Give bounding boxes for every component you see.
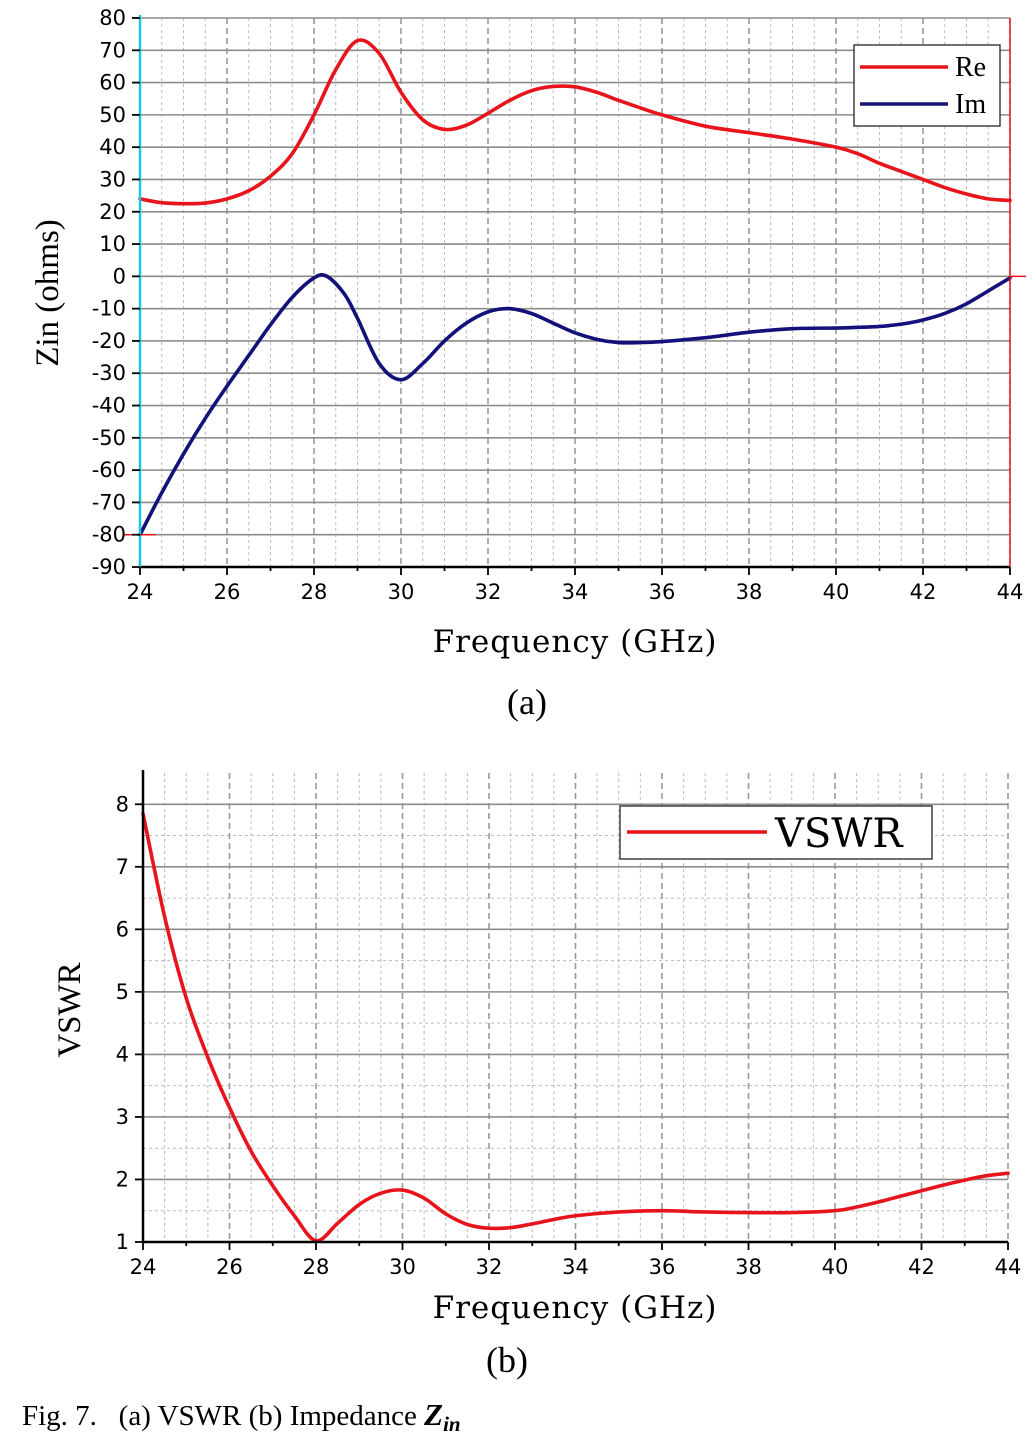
- caption-prefix: Fig. 7. (a) VSWR (b) Impedance: [22, 1400, 424, 1432]
- chart-b-series-lines: [141, 811, 1010, 1243]
- chart-a-panel-label: (a): [507, 682, 547, 722]
- y-tick-label: 8: [116, 792, 129, 816]
- x-tick-label: 44: [995, 1255, 1022, 1279]
- chart-a: 24 26 28 30 32 34 36 38 40 42 44 -90 -80 -70 -60 -50 -4…: [30, 6, 1026, 722]
- y-tick-label: -40: [92, 394, 126, 418]
- x-tick-label: 28: [303, 1255, 330, 1279]
- x-tick-label: 28: [301, 580, 328, 604]
- y-tick-label: 1: [116, 1230, 129, 1254]
- chart-a-axes: [124, 15, 1026, 575]
- y-tick-label: 2: [116, 1167, 129, 1191]
- x-tick-label: 38: [735, 1255, 762, 1279]
- chart-a-y-tick-labels: -90 -80 -70 -60 -50 -40 -30 -20 -10 0 10 20 30 40 50 60…: [92, 6, 126, 579]
- chart-a-x-axis-label: Frequency (GHz): [433, 624, 718, 660]
- x-tick-label: 40: [822, 1255, 849, 1279]
- y-tick-label: -20: [92, 329, 126, 353]
- caption-math: Z: [423, 1397, 443, 1432]
- y-tick-label: 4: [116, 1042, 129, 1066]
- x-tick-label: 32: [475, 580, 502, 604]
- y-tick-label: 40: [99, 135, 126, 159]
- y-tick-label: 50: [99, 103, 126, 127]
- x-tick-label: 42: [910, 580, 937, 604]
- legend-label-vswr: VSWR: [774, 811, 904, 857]
- y-tick-label: -10: [92, 297, 126, 321]
- x-tick-label: 42: [908, 1255, 935, 1279]
- chart-b-y-tick-labels: 1 2 3 4 5 6 7 8: [116, 792, 129, 1254]
- x-tick-label: 26: [214, 580, 241, 604]
- y-tick-label: -60: [92, 458, 126, 482]
- x-tick-label: 30: [389, 1255, 416, 1279]
- x-tick-label: 40: [823, 580, 850, 604]
- y-tick-label: -30: [92, 361, 126, 385]
- y-tick-label: 20: [99, 200, 126, 224]
- y-tick-label: 6: [116, 917, 129, 941]
- series-line-im: [138, 272, 1012, 537]
- chart-a-y-axis-label: Zin (ohms): [30, 219, 66, 367]
- caption-text: Fig. 7. (a) VSWR (b) Impedance Zin: [22, 1397, 461, 1433]
- y-tick-label: -70: [92, 490, 126, 514]
- chart-a-x-tick-labels: 24 26 28 30 32 34 36 38 40 42 44: [127, 580, 1024, 604]
- x-tick-label: 24: [127, 580, 154, 604]
- y-tick-label: 5: [116, 980, 129, 1004]
- chart-b-x-axis-label: Frequency (GHz): [433, 1290, 718, 1326]
- chart-b-legend: VSWR: [619, 805, 933, 860]
- y-tick-label: 10: [99, 232, 126, 256]
- x-tick-label: 36: [649, 1255, 676, 1279]
- y-tick-label: 3: [116, 1105, 129, 1129]
- series-line-re: [138, 38, 1012, 206]
- y-tick-label: 60: [99, 71, 126, 95]
- legend-label-im: Im: [955, 89, 986, 120]
- y-tick-label: 7: [116, 855, 129, 879]
- x-tick-label: 30: [388, 580, 415, 604]
- chart-a-legend: Re Im: [853, 44, 1001, 127]
- y-tick-label: 70: [99, 38, 126, 62]
- y-tick-label: 0: [113, 264, 126, 288]
- chart-b-y-axis-label: VSWR: [52, 962, 88, 1057]
- caption-math-subscript: in: [443, 1412, 461, 1433]
- y-tick-label: 30: [99, 167, 126, 191]
- x-tick-label: 26: [216, 1255, 243, 1279]
- chart-a-major-gridlines: [139, 17, 1011, 568]
- legend-label-re: Re: [955, 52, 986, 83]
- chart-a-series-lines: [138, 38, 1012, 537]
- x-tick-label: 24: [130, 1255, 157, 1279]
- x-tick-label: 32: [476, 1255, 503, 1279]
- x-tick-label: 38: [736, 580, 763, 604]
- chart-b-axes: [135, 770, 1009, 1250]
- figure-caption: Fig. 7. (a) VSWR (b) Impedance Zin: [22, 1397, 461, 1433]
- y-tick-label: -90: [92, 555, 126, 579]
- chart-b-x-tick-labels: 24 26 28 30 32 34 36 38 40 42 44: [130, 1255, 1022, 1279]
- y-tick-label: 80: [99, 6, 126, 30]
- y-tick-label: -50: [92, 426, 126, 450]
- series-line-vswr: [141, 811, 1010, 1243]
- x-tick-label: 34: [562, 1255, 589, 1279]
- x-tick-label: 44: [997, 580, 1024, 604]
- x-tick-label: 36: [649, 580, 676, 604]
- x-tick-label: 34: [562, 580, 589, 604]
- chart-a-legend-box: [853, 44, 1001, 127]
- chart-b-panel-label: (b): [486, 1340, 528, 1380]
- y-tick-label: -80: [92, 523, 126, 547]
